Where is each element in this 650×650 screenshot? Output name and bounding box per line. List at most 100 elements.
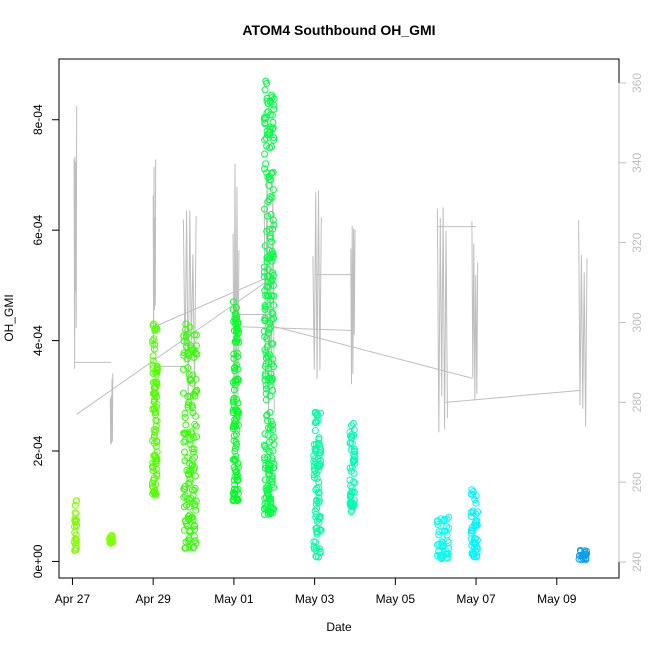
data-point — [312, 510, 320, 518]
right-tick-label: 260 — [630, 472, 644, 492]
data-point — [262, 385, 270, 393]
data-point — [72, 510, 80, 518]
data-point — [263, 253, 271, 261]
data-point — [149, 379, 157, 386]
x-axis: Apr 27 Apr 29 May 01 May 03 May 05 May 07 May … — [55, 577, 577, 606]
data-point — [269, 225, 277, 233]
data-point — [269, 250, 277, 258]
secondary-series-connector — [233, 325, 354, 331]
data-point — [262, 114, 270, 122]
data-point — [71, 501, 79, 509]
data-point — [265, 460, 273, 468]
x-tick-label: Apr 29 — [135, 592, 171, 606]
data-point — [188, 379, 196, 387]
data-point — [316, 462, 324, 470]
data-point — [474, 508, 482, 516]
right-tick-label: 240 — [630, 552, 644, 572]
data-point — [315, 484, 323, 492]
data-point — [180, 429, 188, 437]
data-point — [312, 445, 320, 453]
data-point — [443, 515, 451, 523]
scatter-series — [260, 77, 278, 518]
data-point — [184, 515, 192, 523]
data-point — [261, 476, 269, 484]
data-point — [265, 226, 273, 233]
data-point — [265, 272, 273, 280]
data-point — [71, 518, 79, 526]
data-point — [180, 485, 188, 493]
data-point — [315, 519, 323, 527]
data-point — [153, 366, 161, 374]
data-point — [151, 341, 159, 349]
data-point — [184, 393, 192, 400]
data-point — [230, 364, 238, 372]
data-point — [270, 105, 278, 113]
secondary-series-connector — [274, 326, 473, 379]
data-point — [265, 246, 273, 254]
right-tick-label: 340 — [630, 152, 644, 172]
data-point — [262, 396, 270, 404]
data-point — [184, 429, 192, 437]
data-point — [468, 526, 476, 534]
data-point — [187, 467, 194, 475]
data-point — [232, 422, 240, 430]
secondary-series-line — [436, 207, 448, 433]
data-point — [186, 479, 194, 487]
data-point — [152, 465, 160, 473]
data-point — [153, 437, 161, 445]
secondary-series-connector — [154, 274, 275, 327]
data-point — [471, 519, 479, 527]
data-point — [351, 448, 359, 456]
data-point — [149, 357, 157, 365]
data-point — [234, 412, 242, 420]
data-point — [268, 340, 276, 348]
data-point — [469, 507, 477, 515]
data-point — [192, 422, 200, 430]
data-point — [191, 421, 199, 428]
data-point — [186, 440, 194, 448]
secondary-series-line — [263, 172, 275, 425]
data-point — [234, 365, 242, 373]
data-point — [261, 430, 269, 438]
data-point — [263, 487, 271, 494]
data-point — [263, 97, 271, 105]
data-point — [153, 393, 161, 401]
data-point — [264, 212, 272, 220]
data-point — [190, 445, 198, 453]
data-point — [231, 481, 239, 489]
data-point — [270, 134, 278, 141]
scatter-series — [433, 513, 453, 563]
data-point — [349, 456, 357, 464]
data-point — [191, 525, 199, 533]
data-point — [310, 474, 318, 481]
data-point — [233, 378, 241, 386]
data-point — [181, 436, 189, 444]
data-point — [266, 128, 274, 136]
data-point — [149, 405, 157, 413]
data-point — [149, 352, 157, 360]
data-point — [472, 492, 480, 500]
right-tick-label: 280 — [630, 392, 644, 412]
data-point — [442, 547, 450, 555]
right-tick-label: 320 — [630, 232, 644, 252]
data-point — [260, 327, 268, 335]
right-y-axis: 240 260 280 300 320 340 360 — [618, 73, 644, 572]
data-point — [261, 205, 268, 213]
data-point — [270, 440, 278, 448]
data-point — [312, 440, 320, 448]
data-point — [229, 298, 237, 306]
data-point — [229, 379, 237, 387]
data-point — [233, 375, 241, 383]
data-point — [266, 234, 274, 242]
data-point — [316, 513, 324, 520]
data-point — [267, 377, 275, 385]
data-point — [230, 350, 238, 358]
data-point — [152, 452, 159, 460]
data-point — [186, 436, 194, 444]
data-point — [180, 351, 188, 359]
data-point — [348, 499, 356, 507]
data-point — [347, 467, 355, 475]
data-point — [311, 427, 319, 435]
data-point — [260, 441, 268, 449]
scatter-series — [70, 497, 81, 554]
